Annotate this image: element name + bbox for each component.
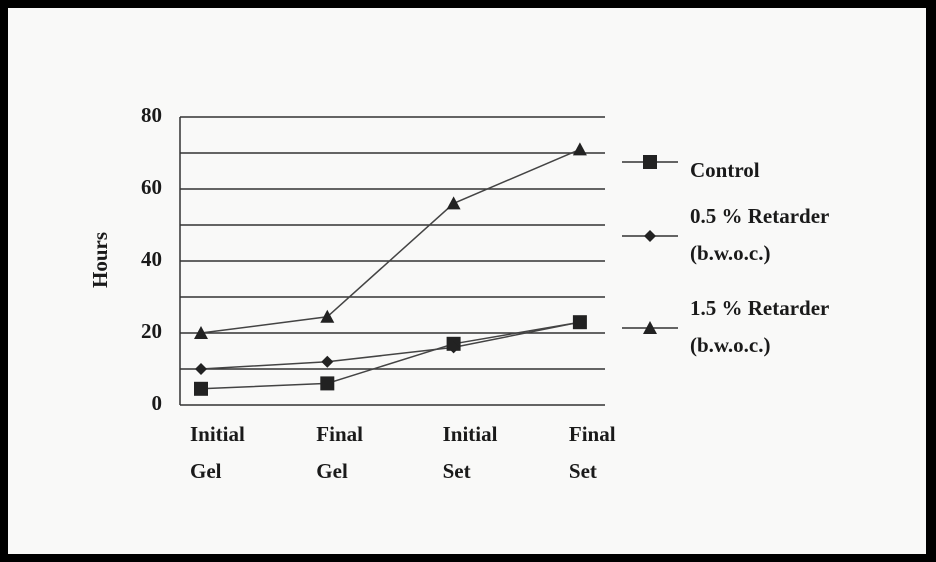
marker: [194, 326, 208, 339]
y-tick-label: 80: [141, 103, 162, 127]
series-line: [200, 321, 581, 370]
x-tick-label: Final Gel: [316, 422, 363, 483]
marker: [195, 363, 207, 375]
marker: [446, 196, 461, 210]
marker: [643, 155, 657, 169]
y-tick-label: 60: [141, 175, 162, 199]
marker: [320, 309, 335, 323]
marker: [321, 355, 334, 368]
marker: [644, 230, 656, 242]
y-tick-label: 0: [152, 391, 163, 415]
x-tick-label: Final Set: [569, 422, 616, 483]
legend-label: 0.5 % Retarder (b.w.o.c.): [690, 204, 829, 265]
marker: [447, 341, 460, 354]
marker: [194, 381, 208, 396]
y-axis-label: Hours: [88, 232, 112, 288]
series-line: [200, 321, 581, 390]
x-tick-label: Initial Set: [443, 422, 498, 483]
y-tick-label: 20: [141, 319, 162, 343]
y-tick-label: 40: [141, 247, 162, 271]
marker: [572, 142, 587, 156]
legend-label: 1.5 % Retarder (b.w.o.c.): [690, 296, 829, 357]
legend-label: Control: [690, 158, 760, 182]
marker: [643, 321, 657, 334]
x-tick-label: Initial Gel: [190, 422, 245, 483]
marker: [573, 316, 586, 329]
series-line: [200, 148, 581, 334]
marker: [320, 376, 335, 391]
